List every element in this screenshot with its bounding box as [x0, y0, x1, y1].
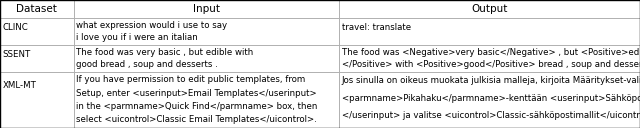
Bar	[0, 18, 74, 45]
Text: Dataset: Dataset	[17, 4, 57, 14]
Text: </Positive> with <Positive>good</Positive> bread , soup and desserts .: </Positive> with <Positive>good</Positiv…	[342, 60, 640, 69]
Text: Setup, enter <userinput>Email Templates</userinput>: Setup, enter <userinput>Email Templates<…	[76, 89, 317, 98]
Bar	[0, 45, 74, 72]
Text: Input: Input	[193, 4, 220, 14]
Text: CLINC: CLINC	[3, 23, 28, 32]
Bar	[74, 72, 339, 128]
Text: i love you if i were an italian: i love you if i were an italian	[76, 33, 198, 42]
Bar	[339, 0, 640, 18]
Text: Jos sinulla on oikeus muokata julkisia malleja, kirjoita Määritykset-valikon: Jos sinulla on oikeus muokata julkisia m…	[342, 76, 640, 85]
Text: If you have permission to edit public templates, from: If you have permission to edit public te…	[76, 75, 305, 84]
Text: Output: Output	[472, 4, 508, 14]
Text: SSENT: SSENT	[3, 50, 31, 59]
Text: XML-MT: XML-MT	[3, 81, 36, 90]
Text: select <uicontrol>Classic Email Templates</uicontrol>.: select <uicontrol>Classic Email Template…	[76, 115, 317, 124]
Text: in the <parmname>Quick Find</parmname> box, then: in the <parmname>Quick Find</parmname> b…	[76, 102, 317, 111]
Text: The food was very basic , but edible with: The food was very basic , but edible wit…	[76, 48, 253, 57]
Bar	[74, 45, 339, 72]
Text: travel: translate: travel: translate	[342, 23, 411, 32]
Bar	[0, 0, 74, 18]
Bar	[339, 72, 640, 128]
Bar	[74, 0, 339, 18]
Bar	[0, 72, 74, 128]
Bar	[339, 45, 640, 72]
Text: The food was <Negative>very basic</Negative> , but <Positive>edible: The food was <Negative>very basic</Negat…	[342, 48, 640, 57]
Bar	[339, 18, 640, 45]
Bar	[74, 18, 339, 45]
Text: what expression would i use to say: what expression would i use to say	[76, 21, 227, 30]
Text: </userinput> ja valitse <uicontrol>Classic-sähköpostimallit</uicontrol>.: </userinput> ja valitse <uicontrol>Class…	[342, 111, 640, 120]
Text: good bread , soup and desserts .: good bread , soup and desserts .	[76, 60, 218, 69]
Text: <parmname>Pikahaku</parmname>-kenttään <userinput>Sähköpostimallit: <parmname>Pikahaku</parmname>-kenttään <…	[342, 94, 640, 103]
